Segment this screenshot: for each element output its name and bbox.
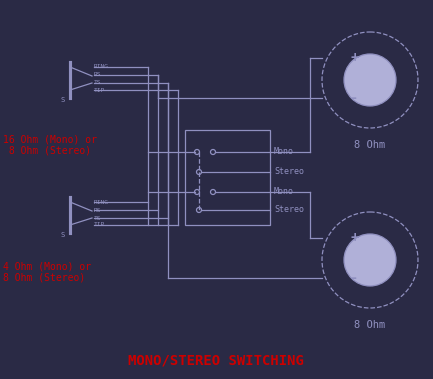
Text: RING: RING <box>94 64 109 69</box>
Text: TIP: TIP <box>94 88 105 92</box>
Text: Stereo: Stereo <box>274 168 304 177</box>
Text: Mono: Mono <box>274 147 294 157</box>
Text: -: - <box>350 271 359 285</box>
Text: S: S <box>61 97 65 103</box>
Circle shape <box>344 54 396 106</box>
Text: RING: RING <box>94 199 109 205</box>
Text: MONO/STEREO SWITCHING: MONO/STEREO SWITCHING <box>128 353 304 367</box>
Text: 8 Ohm: 8 Ohm <box>354 140 386 150</box>
Text: -: - <box>350 91 359 105</box>
Text: TS: TS <box>94 80 101 86</box>
Text: TIP: TIP <box>94 222 105 227</box>
Circle shape <box>344 234 396 286</box>
Text: S: S <box>61 232 65 238</box>
Text: 8 Ohm: 8 Ohm <box>354 320 386 330</box>
Text: Stereo: Stereo <box>274 205 304 215</box>
Text: Mono: Mono <box>274 188 294 196</box>
Text: +: + <box>350 232 359 245</box>
Text: RS: RS <box>94 72 101 77</box>
Text: 16 Ohm (Mono) or
 8 Ohm (Stereo): 16 Ohm (Mono) or 8 Ohm (Stereo) <box>3 134 97 156</box>
Text: RS: RS <box>94 207 101 213</box>
Bar <box>185 130 270 225</box>
Text: 4 Ohm (Mono) or
8 Ohm (Stereo): 4 Ohm (Mono) or 8 Ohm (Stereo) <box>3 261 91 283</box>
Text: TS: TS <box>94 216 101 221</box>
Text: +: + <box>350 52 359 66</box>
